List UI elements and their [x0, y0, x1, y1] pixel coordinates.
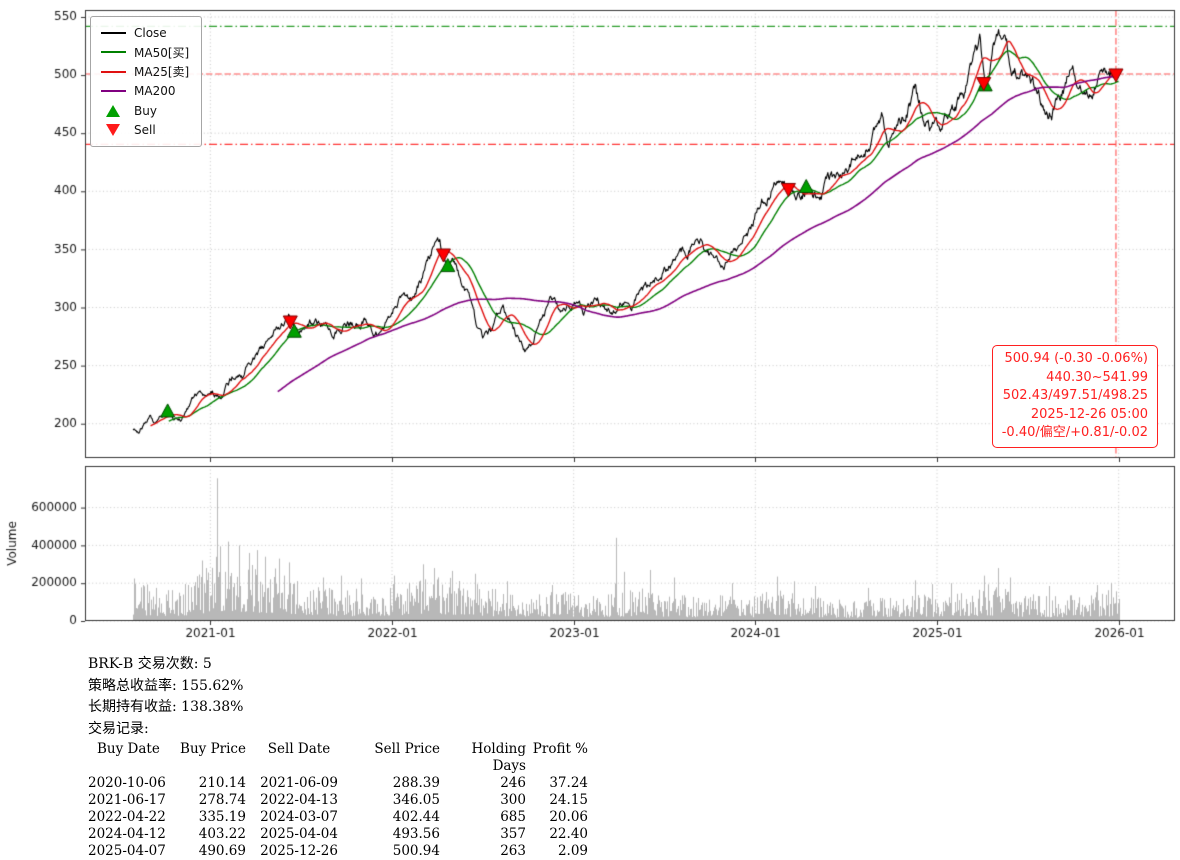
- trade-row: 2021-06-17 278.74 2022-04-13 346.05 300 …: [88, 792, 588, 809]
- last-price-line: 500.94 (-0.30 -0.06%): [1004, 351, 1148, 366]
- trade-table: Buy Date Buy Price Sell Date Sell Price …: [88, 741, 588, 860]
- ma50-line-swatch: [99, 51, 127, 54]
- trade-cell: 346.05: [392, 792, 440, 808]
- ma200-line-swatch: [99, 90, 127, 93]
- summary-line-records-title: 交易记录:: [88, 720, 149, 737]
- legend-label-sell: Sell: [134, 123, 156, 138]
- trade-cell: 2020-10-06: [88, 775, 166, 791]
- col-sell-price: Sell Price: [374, 741, 440, 757]
- datetime-line: 2025-12-26 05:00: [1030, 406, 1148, 422]
- bias-line: -0.40/偏空/+0.81/-0.02: [1001, 425, 1148, 440]
- legend-label-ma200: MA200: [134, 84, 176, 99]
- trade-cell: 278.74: [198, 792, 246, 808]
- trade-cell: 246: [500, 775, 526, 791]
- trade-cell: 20.06: [549, 809, 588, 825]
- buy-triangle-icon: [99, 104, 127, 117]
- trade-cell: 402.44: [392, 809, 440, 825]
- summary-block: BRK-B 交易次数: 5 策略总收益率: 155.62% 长期持有收益: 13…: [88, 654, 588, 860]
- legend-item-ma25: MA25[卖]: [99, 62, 189, 82]
- trade-row: 2024-04-12 403.22 2025-04-04 493.56 357 …: [88, 826, 588, 843]
- col-sell-date: Sell Date: [267, 741, 331, 757]
- trade-cell: 300: [500, 792, 526, 808]
- trade-cell: 37.24: [549, 775, 588, 791]
- legend-label-ma25: MA25[卖]: [134, 65, 190, 80]
- trade-cell: 22.40: [549, 826, 588, 842]
- summary-line-trades-count: BRK-B 交易次数: 5: [88, 656, 212, 672]
- legend-item-buy: Buy: [99, 101, 189, 121]
- col-buy-date: Buy Date: [97, 741, 160, 757]
- range-line: 440.30~541.99: [1046, 369, 1148, 385]
- trade-cell: 2024-03-07: [260, 809, 338, 825]
- legend-label-close: Close: [134, 25, 167, 40]
- col-holding-days: Holding Days: [471, 741, 526, 774]
- trade-table-header: Buy Date Buy Price Sell Date Sell Price …: [88, 741, 588, 775]
- chart-legend: Close MA50[买] MA25[卖] MA200 Buy Sell: [90, 16, 203, 147]
- legend-label-ma50: MA50[买]: [134, 45, 190, 60]
- trade-cell: 288.39: [392, 775, 440, 791]
- sell-triangle-icon: [99, 124, 127, 137]
- ma-snapshot-line: 502.43/497.51/498.25: [1002, 388, 1148, 403]
- trade-cell: 357: [500, 826, 526, 842]
- close-line-swatch: [99, 31, 127, 34]
- legend-item-ma50: MA50[买]: [99, 43, 189, 63]
- trade-cell: 2025-04-04: [260, 826, 338, 842]
- price-annotation-box: 500.94 (-0.30 -0.06%) 440.30~541.99 502.…: [991, 345, 1158, 448]
- trade-cell: 2022-04-13: [260, 792, 338, 808]
- summary-line-hold-return: 长期持有收益: 138.38%: [88, 699, 244, 715]
- legend-item-close: Close: [99, 23, 189, 43]
- legend-item-sell: Sell: [99, 121, 189, 141]
- ma25-line-swatch: [99, 70, 127, 73]
- trade-cell: 2021-06-09: [260, 775, 338, 791]
- trade-row: 2022-04-22 335.19 2024-03-07 402.44 685 …: [88, 809, 588, 826]
- col-buy-price: Buy Price: [180, 741, 246, 757]
- legend-label-buy: Buy: [134, 103, 157, 118]
- legend-item-ma200: MA200: [99, 82, 189, 102]
- trade-cell: 335.19: [198, 809, 246, 825]
- trade-row: 2020-10-06 210.14 2021-06-09 288.39 246 …: [88, 775, 588, 792]
- trade-cell: 2024-04-12: [88, 826, 166, 842]
- col-profit: Profit %: [532, 741, 588, 757]
- summary-line-strategy-return: 策略总收益率: 155.62%: [88, 677, 244, 694]
- trade-cell: 2022-04-22: [88, 809, 166, 825]
- trade-cell: 403.22: [198, 826, 246, 842]
- trade-cell: 685: [500, 809, 526, 825]
- trade-cell: 24.15: [549, 792, 588, 808]
- trade-cell: 2021-06-17: [88, 792, 166, 808]
- trade-cell: 210.14: [198, 775, 246, 791]
- trade-cell: 493.56: [392, 826, 440, 842]
